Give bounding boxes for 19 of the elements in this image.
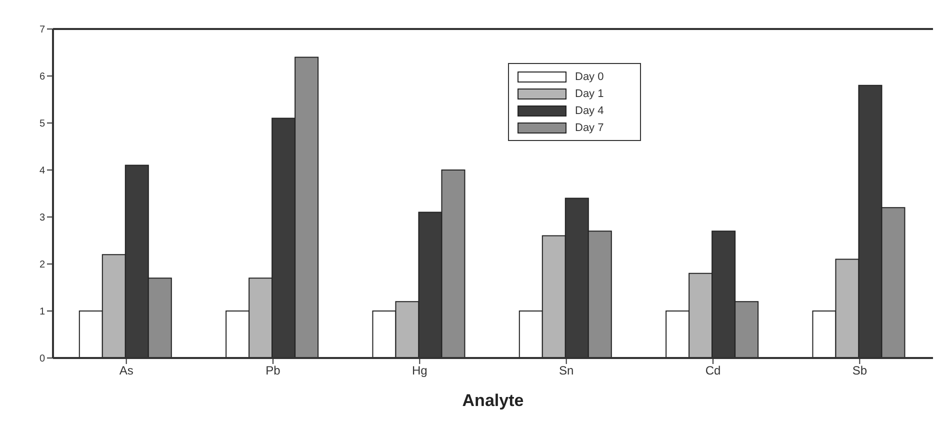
y-tick-label: 0 (39, 354, 46, 365)
x-axis-title: Analyte (462, 391, 524, 410)
y-tick-label: 2 (39, 260, 46, 271)
legend-label: Day 0 (575, 70, 604, 84)
x-tick-label: Sn (558, 364, 574, 378)
y-tick-label: 4 (39, 166, 46, 177)
y-tick-label: 6 (39, 72, 46, 83)
y-tick-label: 1 (39, 306, 46, 318)
x-tick-label: Cd (705, 364, 721, 378)
x-tick-label: Pb (266, 364, 281, 378)
legend-label: Day 7 (575, 120, 604, 134)
x-tick-label: Sb (852, 364, 868, 378)
x-tick-label: Hg (412, 364, 428, 378)
x-tick-label: As (119, 364, 134, 378)
legend-label: Day 4 (575, 104, 604, 118)
legend-label: Day 1 (575, 86, 604, 100)
y-tick-label: 3 (39, 212, 46, 224)
y-tick-label: 7 (39, 24, 46, 36)
y-tick-label: 5 (39, 118, 46, 130)
